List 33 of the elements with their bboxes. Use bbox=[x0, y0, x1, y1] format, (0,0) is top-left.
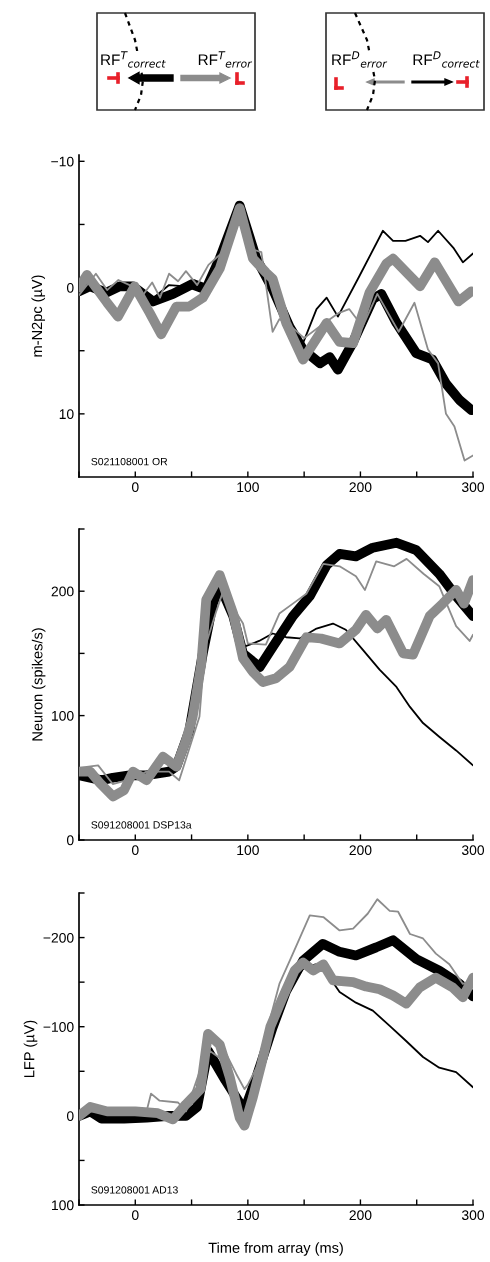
y-tick-label: −200 bbox=[43, 932, 74, 943]
y-tick-label: 0 bbox=[66, 1111, 74, 1122]
x-tick-label: 0 bbox=[131, 1210, 139, 1221]
annotation: S091208001 AD13 bbox=[91, 1186, 178, 1194]
y-axis-title: LFP (µV) bbox=[23, 1020, 38, 1077]
x-tick-label: 200 bbox=[349, 845, 372, 856]
y-tick-label: 0 bbox=[66, 282, 74, 293]
x-tick-label: 100 bbox=[237, 1210, 259, 1221]
y-tick-label: 100 bbox=[52, 710, 74, 721]
text: RF$^{T}$$_{correct}$ bbox=[101, 51, 166, 68]
x-tick-label: 100 bbox=[237, 482, 259, 493]
y-tick-label: 100 bbox=[52, 1200, 74, 1211]
y-tick-label: 200 bbox=[51, 586, 74, 597]
x-tick-label: 200 bbox=[349, 1210, 372, 1221]
x-tick-label: 300 bbox=[461, 482, 485, 493]
text: RF$^{D}$$_{correct}$ bbox=[413, 51, 480, 68]
y-axis-title: Neuron (spikes/s) bbox=[31, 628, 46, 741]
x-tick-label: 0 bbox=[131, 845, 139, 856]
y-tick-label: 10 bbox=[59, 409, 74, 420]
annotation: S091208001 DSP13a bbox=[91, 821, 192, 829]
y-axis-title: m-N2pc (µV) bbox=[31, 275, 46, 357]
y-tick-label: 0 bbox=[66, 835, 74, 846]
y-tick-label: −10 bbox=[51, 156, 74, 167]
x-axis-title: Time from array (ms) bbox=[208, 1242, 343, 1256]
text: RF$^{T}$$_{error}$ bbox=[198, 51, 253, 68]
x-tick-label: 300 bbox=[461, 1210, 485, 1221]
y-tick-label: −100 bbox=[43, 1022, 74, 1032]
x-tick-label: 200 bbox=[349, 482, 372, 493]
text: RF$^{D}$$_{error}$ bbox=[332, 51, 388, 68]
x-tick-label: 100 bbox=[237, 845, 259, 856]
annotation: S021108001 OR bbox=[91, 457, 168, 466]
x-tick-label: 0 bbox=[131, 482, 139, 493]
x-tick-label: 300 bbox=[461, 845, 485, 856]
